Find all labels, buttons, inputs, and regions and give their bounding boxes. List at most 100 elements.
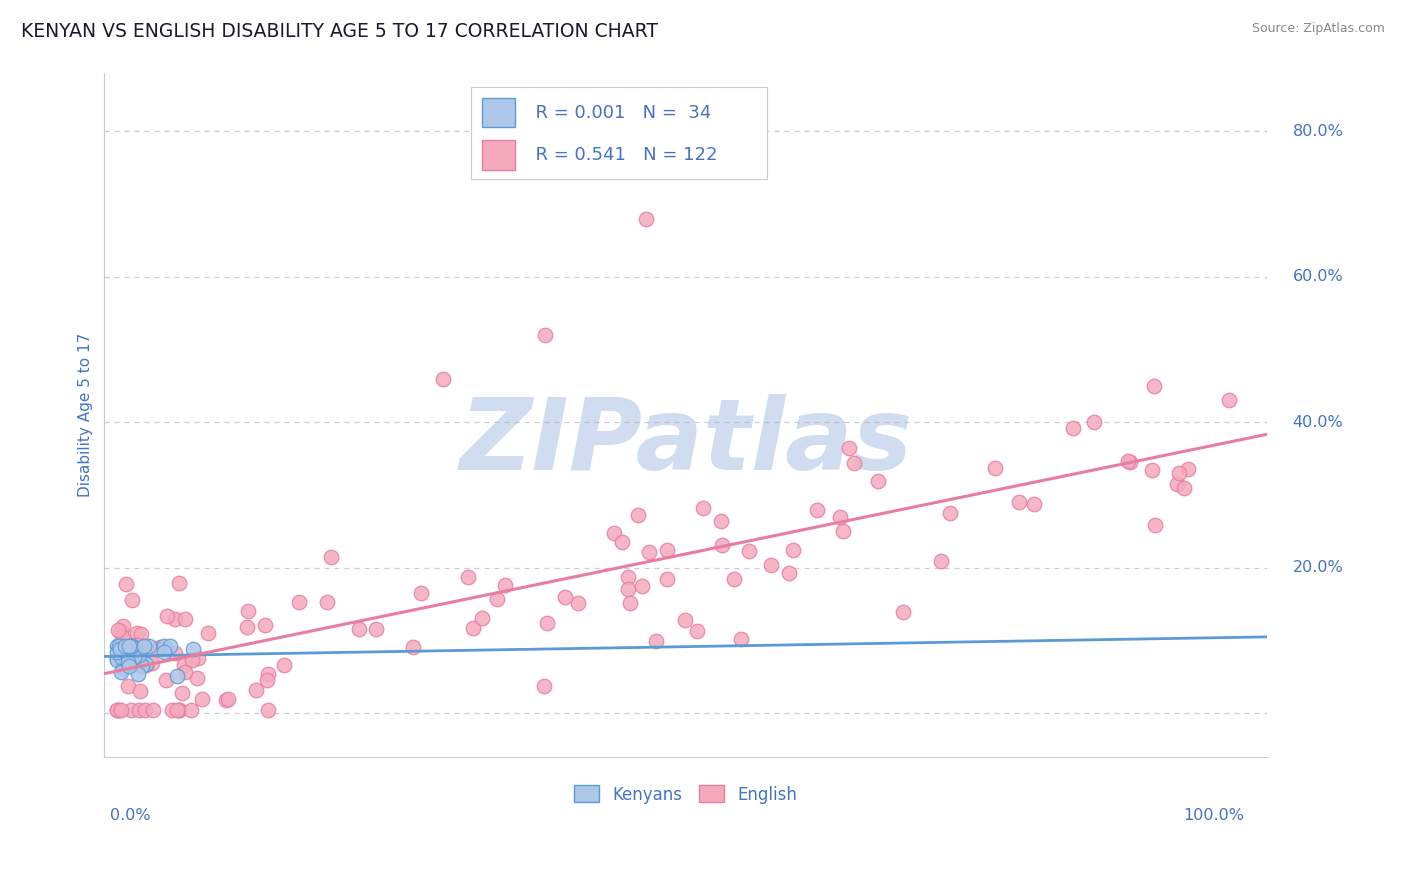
- Point: [117, 654, 139, 668]
- Point: [617, 569, 640, 583]
- Point: [319, 550, 342, 565]
- Point: [118, 648, 141, 663]
- Point: [173, 657, 195, 672]
- Point: [149, 640, 172, 655]
- Point: [1173, 481, 1195, 495]
- Point: [711, 538, 734, 552]
- Point: [692, 500, 714, 515]
- Point: [1119, 454, 1142, 468]
- Point: [110, 703, 132, 717]
- Point: [432, 371, 454, 385]
- Point: [105, 645, 128, 659]
- Point: [127, 667, 149, 681]
- Text: 60.0%: 60.0%: [1292, 269, 1343, 285]
- Point: [160, 703, 183, 717]
- Point: [191, 692, 214, 706]
- Point: [1166, 477, 1188, 491]
- Point: [180, 703, 202, 717]
- Point: [129, 627, 152, 641]
- Point: [120, 703, 142, 717]
- Point: [127, 655, 149, 669]
- Point: [868, 474, 890, 488]
- Point: [110, 641, 132, 656]
- Point: [617, 582, 640, 596]
- Point: [236, 620, 259, 634]
- Point: [114, 640, 136, 654]
- Point: [167, 576, 190, 591]
- Point: [118, 658, 141, 673]
- Point: [153, 640, 176, 654]
- Point: [710, 514, 733, 528]
- Point: [110, 624, 132, 639]
- Point: [125, 626, 148, 640]
- Point: [236, 604, 259, 618]
- Point: [256, 703, 278, 717]
- Point: [533, 679, 555, 693]
- Point: [107, 703, 129, 717]
- Point: [105, 653, 128, 667]
- Point: [187, 651, 209, 665]
- Point: [1062, 421, 1084, 435]
- Point: [287, 595, 309, 609]
- Point: [174, 665, 197, 680]
- Point: [806, 503, 828, 517]
- Point: [111, 640, 134, 654]
- Text: 20.0%: 20.0%: [1292, 560, 1343, 575]
- Point: [738, 543, 761, 558]
- Point: [536, 616, 558, 631]
- Point: [602, 526, 624, 541]
- Point: [131, 639, 153, 653]
- Point: [169, 703, 191, 717]
- Point: [117, 649, 139, 664]
- Point: [315, 595, 337, 609]
- Point: [117, 655, 139, 669]
- Point: [118, 639, 141, 653]
- Point: [938, 506, 960, 520]
- Point: [673, 614, 696, 628]
- Point: [832, 524, 855, 539]
- Point: [110, 665, 132, 680]
- Point: [686, 624, 709, 638]
- Point: [366, 623, 388, 637]
- Point: [135, 657, 157, 672]
- Point: [181, 641, 204, 656]
- Point: [554, 591, 576, 605]
- Point: [402, 640, 425, 655]
- Point: [111, 618, 134, 632]
- Point: [128, 648, 150, 662]
- Point: [655, 542, 678, 557]
- Point: [107, 623, 129, 637]
- Point: [273, 657, 295, 672]
- Point: [782, 542, 804, 557]
- Point: [631, 579, 654, 593]
- Text: Source: ZipAtlas.com: Source: ZipAtlas.com: [1251, 22, 1385, 36]
- Point: [1218, 393, 1240, 408]
- Point: [929, 554, 952, 568]
- Point: [134, 703, 156, 717]
- Point: [138, 640, 160, 654]
- Point: [122, 642, 145, 657]
- Text: 80.0%: 80.0%: [1292, 124, 1343, 138]
- Point: [111, 631, 134, 645]
- Point: [105, 651, 128, 665]
- Point: [105, 640, 128, 654]
- Point: [494, 578, 516, 592]
- Point: [1022, 497, 1045, 511]
- Point: [129, 684, 152, 698]
- Text: ZIPatlas: ZIPatlas: [460, 394, 912, 491]
- Point: [1177, 462, 1199, 476]
- Point: [723, 572, 745, 586]
- Point: [131, 659, 153, 673]
- Point: [1083, 415, 1105, 429]
- Point: [170, 686, 193, 700]
- Point: [1140, 462, 1163, 476]
- Point: [111, 661, 134, 675]
- Point: [778, 566, 800, 580]
- Point: [186, 671, 208, 685]
- Point: [256, 673, 278, 687]
- Point: [124, 650, 146, 665]
- Point: [567, 596, 589, 610]
- Point: [120, 640, 142, 654]
- Point: [254, 618, 277, 632]
- Point: [107, 640, 129, 654]
